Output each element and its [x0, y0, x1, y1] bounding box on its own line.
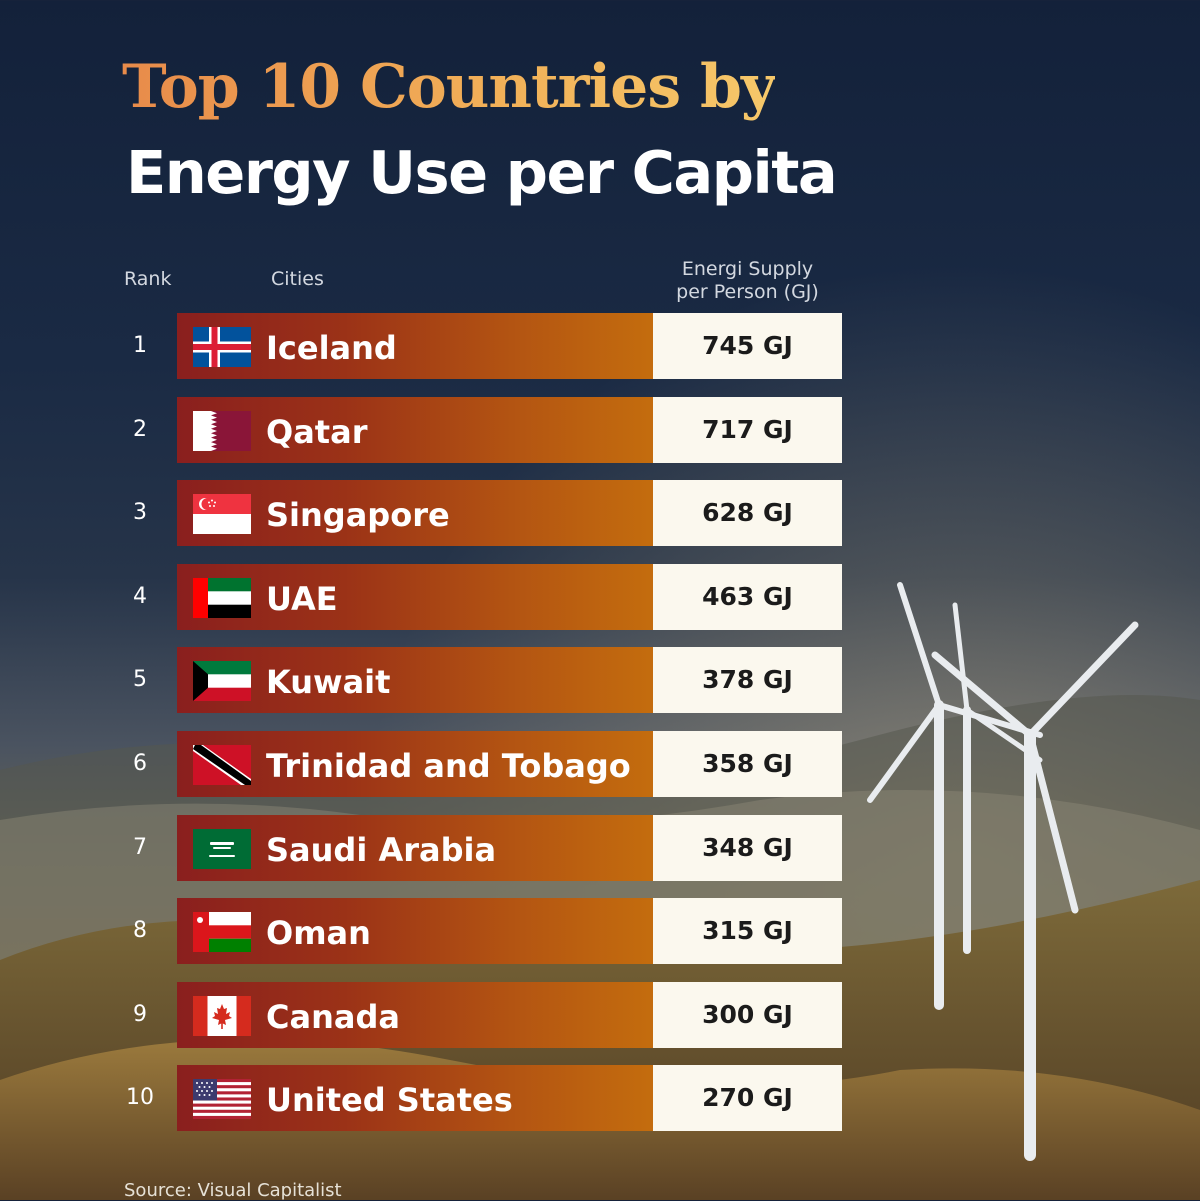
- energy-value: 745 GJ: [653, 313, 842, 379]
- rank-number: 6: [133, 751, 147, 776]
- country-bar: Iceland: [177, 313, 655, 379]
- rank-column-header: Rank: [124, 268, 172, 290]
- country-name: Oman: [266, 914, 371, 952]
- country-name: United States: [266, 1081, 513, 1119]
- table-row: 5 Kuwait 378 GJ: [122, 647, 842, 713]
- oman-flag-icon: [193, 912, 251, 952]
- energy-value: 463 GJ: [653, 564, 842, 630]
- table-row: 2 Qatar 717 GJ: [122, 397, 842, 463]
- country-bar: Kuwait: [177, 647, 655, 713]
- country-bar: United States: [177, 1065, 655, 1131]
- chart-title-line2: Energy Use per Capita: [126, 138, 838, 207]
- country-name: Singapore: [266, 496, 450, 534]
- table-row: 9 Canada 300 GJ: [122, 982, 842, 1048]
- table-row: 4 UAE 463 GJ: [122, 564, 842, 630]
- trinidad-and-tobago-flag-icon: [193, 745, 251, 785]
- country-bar: Oman: [177, 898, 655, 964]
- energy-value: 628 GJ: [653, 480, 842, 546]
- country-bar: Saudi Arabia: [177, 815, 655, 881]
- united-states-flag-icon: [193, 1079, 251, 1119]
- country-name: Canada: [266, 998, 400, 1036]
- canada-flag-icon: [193, 996, 251, 1036]
- energy-value: 378 GJ: [653, 647, 842, 713]
- country-name: Saudi Arabia: [266, 831, 497, 869]
- rank-number: 8: [133, 918, 147, 943]
- energy-value: 300 GJ: [653, 982, 842, 1048]
- source-credit: Source: Visual Capitalist: [124, 1180, 342, 1201]
- country-bar: Canada: [177, 982, 655, 1048]
- table-row: 10 United States 270 GJ: [122, 1065, 842, 1131]
- energy-value: 358 GJ: [653, 731, 842, 797]
- table-row: 3 Singapore 628 GJ: [122, 480, 842, 546]
- iceland-flag-icon: [193, 327, 251, 367]
- rank-number: 1: [133, 333, 147, 358]
- rank-number: 5: [133, 667, 147, 692]
- energy-value: 348 GJ: [653, 815, 842, 881]
- value-column-header: Energi Supply per Person (GJ): [655, 258, 840, 304]
- table-row: 8 Oman 315 GJ: [122, 898, 842, 964]
- energy-value: 315 GJ: [653, 898, 842, 964]
- uae-flag-icon: [193, 578, 251, 618]
- country-name: Qatar: [266, 413, 368, 451]
- country-name: UAE: [266, 580, 338, 618]
- table-row: 7 Saudi Arabia 348 GJ: [122, 815, 842, 881]
- rank-number: 2: [133, 417, 147, 442]
- country-name: Iceland: [266, 329, 397, 367]
- country-name: Trinidad and Tobago: [266, 747, 631, 785]
- energy-value: 270 GJ: [653, 1065, 842, 1131]
- country-bar: Qatar: [177, 397, 655, 463]
- singapore-flag-icon: [193, 494, 251, 534]
- kuwait-flag-icon: [193, 661, 251, 701]
- rank-number: 10: [126, 1085, 154, 1110]
- value-header-line2: per Person (GJ): [676, 281, 819, 303]
- rank-number: 7: [133, 835, 147, 860]
- country-bar: Singapore: [177, 480, 655, 546]
- value-header-line1: Energi Supply: [681, 258, 814, 280]
- rank-number: 4: [133, 584, 147, 609]
- country-bar: UAE: [177, 564, 655, 630]
- saudi-arabia-flag-icon: [193, 829, 251, 869]
- table-row: 1 Iceland 745 GJ: [122, 313, 842, 379]
- cities-column-header: Cities: [271, 268, 324, 290]
- country-bar: Trinidad and Tobago: [177, 731, 655, 797]
- chart-title-line1: Top 10 Countries by: [122, 52, 776, 122]
- rank-number: 3: [133, 500, 147, 525]
- table-row: 6 Trinidad and Tobago 358 GJ: [122, 731, 842, 797]
- qatar-flag-icon: [193, 411, 251, 451]
- energy-value: 717 GJ: [653, 397, 842, 463]
- rank-number: 9: [133, 1002, 147, 1027]
- country-name: Kuwait: [266, 663, 391, 701]
